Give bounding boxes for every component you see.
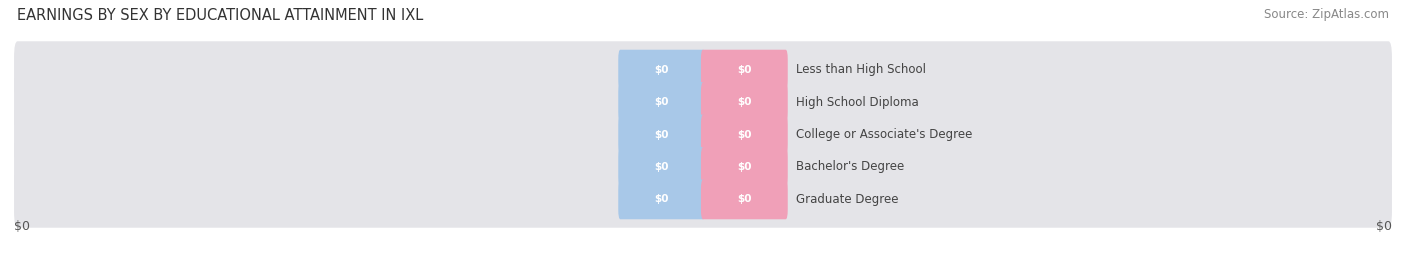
Text: Less than High School: Less than High School	[796, 63, 927, 76]
Text: Bachelor's Degree: Bachelor's Degree	[796, 161, 904, 174]
FancyBboxPatch shape	[702, 82, 787, 122]
Text: $0: $0	[737, 129, 752, 140]
FancyBboxPatch shape	[702, 50, 787, 89]
FancyBboxPatch shape	[702, 147, 787, 187]
Text: Source: ZipAtlas.com: Source: ZipAtlas.com	[1264, 8, 1389, 21]
Text: $0: $0	[737, 162, 752, 172]
FancyBboxPatch shape	[619, 180, 704, 219]
Text: $0: $0	[737, 194, 752, 204]
Text: Graduate Degree: Graduate Degree	[796, 193, 898, 206]
FancyBboxPatch shape	[14, 106, 1392, 163]
FancyBboxPatch shape	[702, 180, 787, 219]
FancyBboxPatch shape	[619, 115, 704, 154]
FancyBboxPatch shape	[14, 139, 1392, 195]
Text: $0: $0	[654, 129, 669, 140]
Text: $0: $0	[14, 220, 30, 233]
FancyBboxPatch shape	[14, 74, 1392, 130]
FancyBboxPatch shape	[702, 115, 787, 154]
Text: High School Diploma: High School Diploma	[796, 95, 918, 108]
FancyBboxPatch shape	[14, 41, 1392, 98]
Text: EARNINGS BY SEX BY EDUCATIONAL ATTAINMENT IN IXL: EARNINGS BY SEX BY EDUCATIONAL ATTAINMEN…	[17, 8, 423, 23]
Text: $0: $0	[654, 97, 669, 107]
Text: $0: $0	[737, 97, 752, 107]
Text: College or Associate's Degree: College or Associate's Degree	[796, 128, 973, 141]
Text: $0: $0	[654, 162, 669, 172]
Text: $0: $0	[654, 194, 669, 204]
Text: $0: $0	[654, 65, 669, 75]
FancyBboxPatch shape	[14, 171, 1392, 228]
FancyBboxPatch shape	[619, 147, 704, 187]
FancyBboxPatch shape	[619, 82, 704, 122]
FancyBboxPatch shape	[619, 50, 704, 89]
Text: $0: $0	[737, 65, 752, 75]
Text: $0: $0	[1376, 220, 1392, 233]
